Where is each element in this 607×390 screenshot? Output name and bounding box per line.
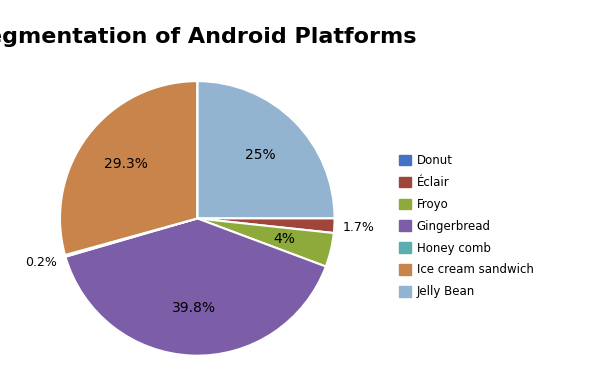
Wedge shape <box>65 218 197 257</box>
Wedge shape <box>197 81 334 218</box>
Text: Segmentation of Android Platforms: Segmentation of Android Platforms <box>0 27 417 47</box>
Text: 39.8%: 39.8% <box>172 301 216 315</box>
Text: 4%: 4% <box>273 232 295 246</box>
Wedge shape <box>66 218 326 356</box>
Text: 1.7%: 1.7% <box>343 221 375 234</box>
Wedge shape <box>60 81 197 255</box>
Text: 25%: 25% <box>245 148 276 162</box>
Legend: Donut, Éclair, Froyo, Gingerbread, Honey comb, Ice cream sandwich, Jelly Bean: Donut, Éclair, Froyo, Gingerbread, Honey… <box>395 149 538 303</box>
Wedge shape <box>197 218 334 233</box>
Text: 0.2%: 0.2% <box>25 256 58 269</box>
Wedge shape <box>197 218 334 266</box>
Text: 29.3%: 29.3% <box>104 158 148 171</box>
